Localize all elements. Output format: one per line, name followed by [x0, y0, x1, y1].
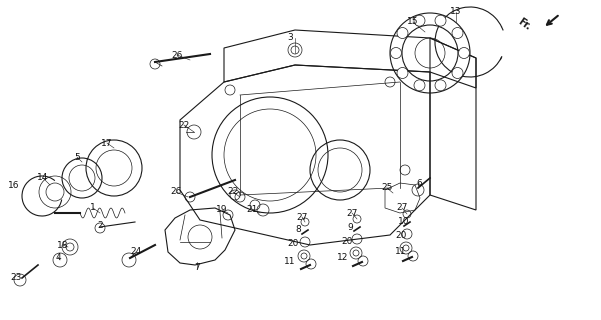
Text: 26: 26: [170, 188, 182, 196]
Text: 2: 2: [97, 220, 103, 229]
Text: 23: 23: [10, 274, 22, 283]
Text: 21: 21: [246, 205, 258, 214]
Text: 16: 16: [8, 180, 20, 189]
Text: 5: 5: [74, 153, 80, 162]
Text: 18: 18: [57, 241, 69, 250]
Text: 11: 11: [284, 257, 296, 266]
Text: 1: 1: [90, 204, 96, 212]
Text: 12: 12: [337, 252, 349, 261]
Text: Fr.: Fr.: [516, 16, 533, 32]
Circle shape: [414, 80, 425, 91]
Text: 4: 4: [55, 252, 61, 261]
Text: 27: 27: [296, 212, 308, 221]
Text: 14: 14: [37, 173, 49, 182]
Text: 9: 9: [347, 222, 353, 231]
Circle shape: [459, 47, 469, 59]
Text: 22: 22: [227, 188, 239, 196]
Text: 8: 8: [295, 226, 301, 235]
Text: 27: 27: [346, 209, 358, 218]
Text: 13: 13: [450, 7, 462, 17]
Text: 7: 7: [194, 263, 200, 273]
Text: 10: 10: [398, 217, 410, 226]
Circle shape: [435, 80, 446, 91]
Text: 24: 24: [130, 247, 142, 257]
Text: 22: 22: [178, 121, 190, 130]
Text: 15: 15: [407, 18, 419, 27]
Text: 26: 26: [171, 51, 183, 60]
Circle shape: [435, 15, 446, 26]
Text: 20: 20: [395, 230, 407, 239]
Circle shape: [397, 68, 408, 78]
Text: 3: 3: [287, 34, 293, 43]
Text: 20: 20: [287, 239, 299, 249]
Text: 27: 27: [396, 204, 407, 212]
Circle shape: [397, 28, 408, 38]
Circle shape: [414, 15, 425, 26]
Text: 20: 20: [341, 236, 353, 245]
Text: 19: 19: [216, 205, 228, 214]
Text: 11: 11: [395, 246, 407, 255]
Circle shape: [452, 28, 463, 38]
Text: 6: 6: [416, 179, 422, 188]
Text: 25: 25: [381, 183, 392, 193]
Circle shape: [391, 47, 401, 59]
Text: 17: 17: [101, 139, 113, 148]
Circle shape: [452, 68, 463, 78]
